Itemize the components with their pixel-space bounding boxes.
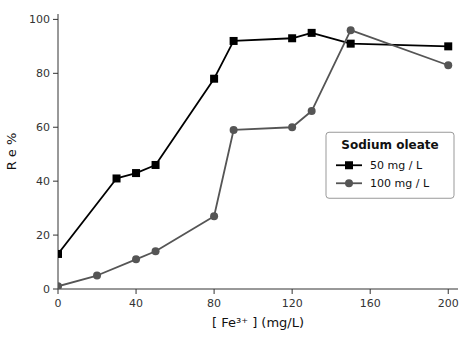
data-point [288, 123, 296, 131]
legend-entry: 100 mg / L [370, 177, 430, 190]
y-tick-label: 60 [36, 121, 50, 134]
data-point [210, 75, 218, 83]
series-line [58, 33, 448, 254]
x-tick-label: 120 [282, 297, 303, 310]
data-point [308, 107, 316, 115]
data-point [210, 212, 218, 220]
legend-marker [345, 161, 353, 169]
data-point [152, 161, 160, 169]
y-tick-label: 100 [29, 13, 50, 26]
x-tick [214, 289, 215, 294]
data-point [132, 255, 140, 263]
legend-box [326, 132, 454, 198]
x-tick-label: 200 [438, 297, 459, 310]
data-point [347, 40, 355, 48]
data-point [58, 282, 62, 289]
legend-marker [345, 179, 353, 187]
x-tick-label: 80 [207, 297, 221, 310]
y-axis-line [58, 14, 59, 289]
data-point [308, 29, 316, 37]
legend-entry: 50 mg / L [370, 159, 423, 172]
data-point [113, 174, 121, 182]
data-point [152, 247, 160, 255]
data-point [444, 42, 452, 50]
data-point [58, 250, 62, 258]
data-point [444, 61, 452, 69]
y-tick [53, 289, 58, 290]
x-tick [136, 289, 137, 294]
y-tick [53, 19, 58, 20]
y-tick-label: 0 [43, 283, 50, 296]
x-tick [58, 289, 59, 294]
x-axis-label: [ Fe³⁺ ] (mg/L) [212, 315, 304, 330]
x-tick-label: 0 [55, 297, 62, 310]
data-point [230, 126, 238, 134]
chart: 0 40 80 120 160 200 0 20 40 60 80 100 [ Fe³⁺ ] (mg/L… [0, 0, 474, 337]
data-point [347, 26, 355, 34]
y-tick [53, 73, 58, 74]
legend-title: Sodium oleate [341, 138, 438, 152]
y-axis-label: R e % [4, 133, 19, 171]
y-tick [53, 127, 58, 128]
x-tick [448, 289, 449, 294]
legend: Sodium oleate 50 mg / L 100 mg / L [326, 132, 454, 198]
y-tick-label: 80 [36, 67, 50, 80]
data-point [93, 272, 101, 280]
data-point [230, 37, 238, 45]
y-tick-label: 20 [36, 229, 50, 242]
data-point [288, 34, 296, 42]
x-axis-line [58, 289, 458, 290]
x-tick-label: 160 [360, 297, 381, 310]
y-tick-label: 40 [36, 175, 50, 188]
data-point [132, 169, 140, 177]
y-tick [53, 181, 58, 182]
x-tick [292, 289, 293, 294]
x-tick-label: 40 [129, 297, 143, 310]
x-tick [370, 289, 371, 294]
y-tick [53, 235, 58, 236]
